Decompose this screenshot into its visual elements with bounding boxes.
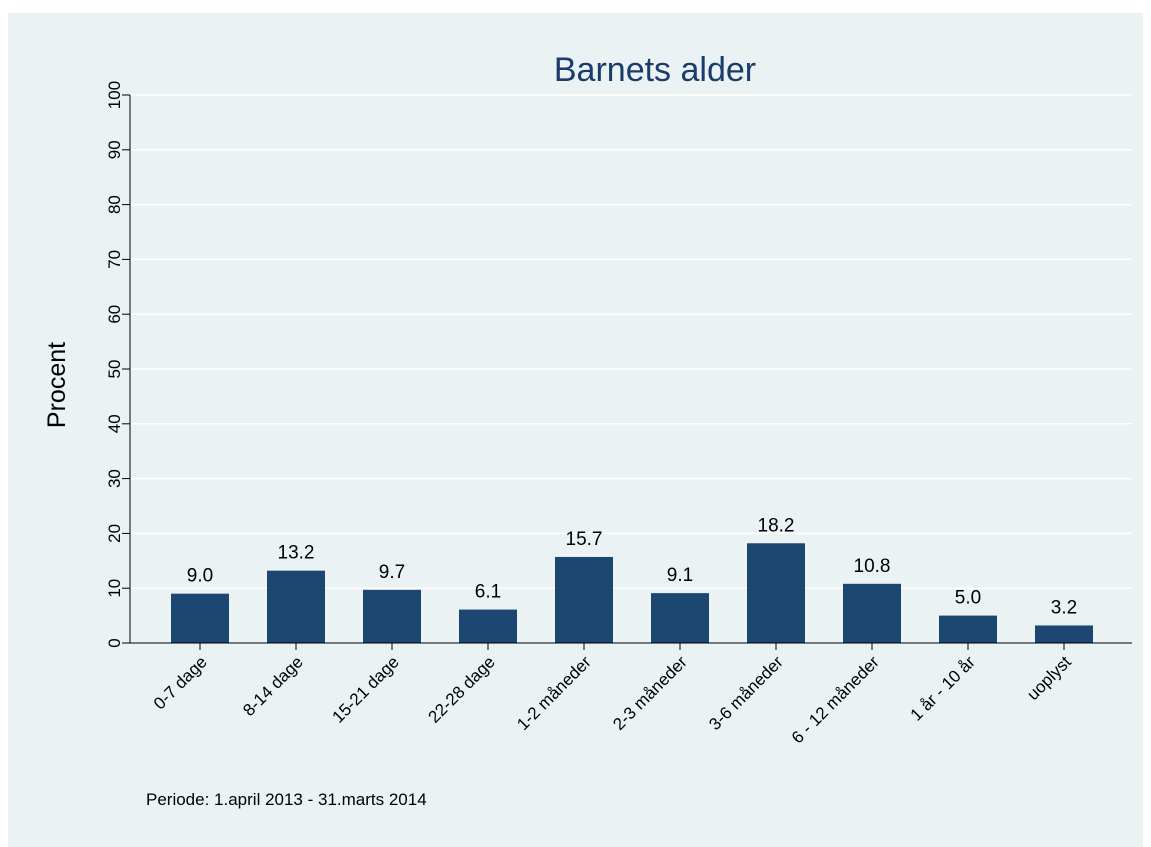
period-note: Periode: 1.april 2013 - 31.marts 2014 (146, 790, 427, 809)
y-tick-label: 30 (105, 469, 124, 488)
bar-value-label: 5.0 (955, 588, 981, 609)
y-tick-label: 40 (105, 414, 124, 433)
y-tick-label: 100 (105, 81, 124, 109)
y-tick-label: 50 (105, 360, 124, 379)
x-tick-label: 0-7 dage (150, 652, 211, 713)
bar-value-label: 10.8 (854, 556, 891, 577)
x-tick-label: 1-2 måneder (513, 652, 595, 734)
y-tick-label: 0 (105, 638, 124, 647)
y-tick-label: 10 (105, 579, 124, 598)
bars (171, 543, 1093, 643)
bar-value-label: 3.2 (1051, 597, 1077, 618)
x-tick-label: uoplyst (1023, 652, 1075, 704)
x-tick-label: 2-3 måneder (609, 652, 691, 734)
bar (459, 609, 517, 643)
bar (747, 543, 805, 643)
bar (651, 593, 709, 643)
bar (939, 615, 997, 643)
bar (555, 556, 613, 643)
x-tick-label: 6 - 12 måneder (788, 652, 883, 747)
x-tick-label: 1 år - 10 år (907, 652, 979, 724)
gridlines (130, 94, 1132, 589)
bar-value-label: 9.7 (379, 562, 405, 583)
bar-value-label: 9.1 (667, 565, 693, 586)
y-tick-label: 70 (105, 250, 124, 269)
x-tick-label: 8-14 dage (239, 652, 307, 720)
bar (267, 570, 325, 643)
bar-value-label: 15.7 (566, 529, 603, 550)
x-tick-label: 3-6 måneder (705, 652, 787, 734)
x-tick-label: 15-21 dage (329, 652, 403, 726)
axes (122, 94, 1132, 650)
bar-chart: Barnets alder Procent 0 10 20 30 40 50 60 70 80 9… (43, 51, 1132, 809)
labels: 0 10 20 30 40 50 60 70 80 90 100 9.0 0-7 dage 13.2 8-1… (105, 81, 1077, 748)
bar (1035, 625, 1093, 643)
y-tick-label: 60 (105, 305, 124, 324)
bar-value-label: 6.1 (475, 582, 501, 603)
bar-value-label: 13.2 (278, 543, 315, 564)
x-tick-label: 22-28 dage (425, 652, 499, 726)
bar (363, 589, 421, 643)
y-tick-label: 90 (105, 140, 124, 159)
y-tick-label: 20 (105, 524, 124, 543)
y-axis-label: Procent (43, 342, 71, 428)
bar-value-label: 18.2 (758, 515, 795, 536)
chart-title: Barnets alder (554, 51, 756, 89)
bar (171, 593, 229, 643)
bar (843, 583, 901, 643)
bar-value-label: 9.0 (187, 566, 213, 587)
y-tick-label: 80 (105, 195, 124, 214)
chart-figure: Barnets alder Procent 0 10 20 30 40 50 60 70 80 9… (8, 13, 1143, 847)
